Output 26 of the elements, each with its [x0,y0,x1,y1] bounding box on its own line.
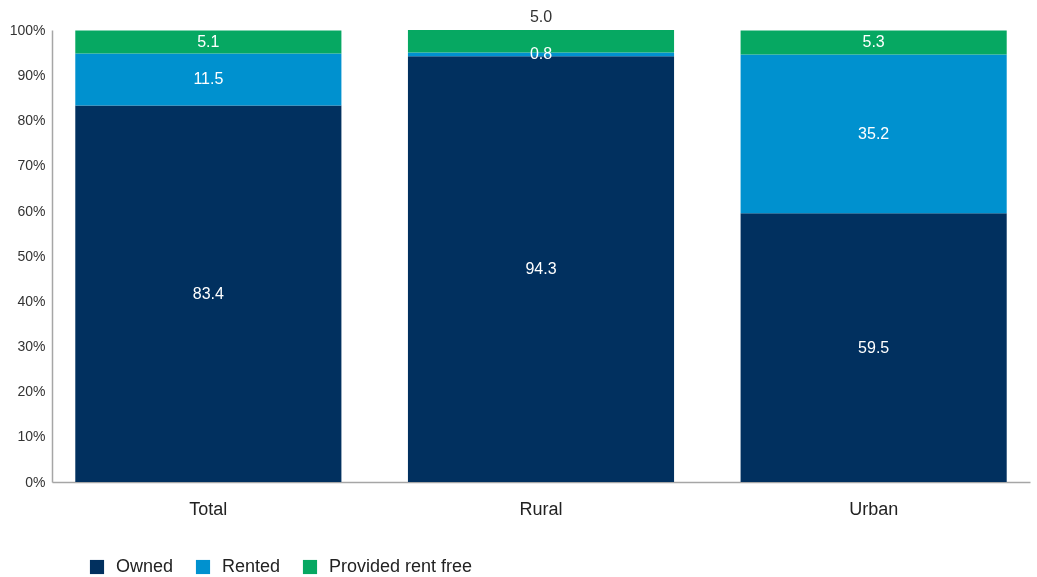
y-tick-label: 50% [17,247,46,264]
data-label: 0.8 [529,45,553,63]
y-tick-label: 70% [17,157,46,174]
y-tick-label: 80% [17,112,46,129]
x-tick-label: Urban [849,498,899,519]
data-label: 11.5 [193,70,224,88]
x-tick-label: Rural [519,498,563,519]
x-tick-label: Total [189,498,228,519]
legend-label: Rented [222,556,281,576]
y-tick-label: 60% [17,202,46,219]
data-label: 35.2 [858,124,890,142]
y-tick-label: 100% [9,21,46,38]
y-tick-label: 40% [17,292,46,309]
legend-label: Provided rent free [329,556,473,576]
data-label: 5.0 [529,8,553,25]
y-tick-label: 20% [17,383,46,400]
data-label: 94.3 [525,260,557,278]
y-tick-label: 0% [25,473,46,490]
legend-label: Owned [116,556,174,576]
data-label: 5.1 [197,32,220,50]
data-label: 59.5 [858,338,890,356]
data-label: 5.3 [862,33,885,51]
y-tick-label: 30% [17,338,46,355]
y-tick-label: 10% [17,428,46,445]
y-tick-label: 90% [17,67,46,84]
data-label: 83.4 [192,284,225,302]
